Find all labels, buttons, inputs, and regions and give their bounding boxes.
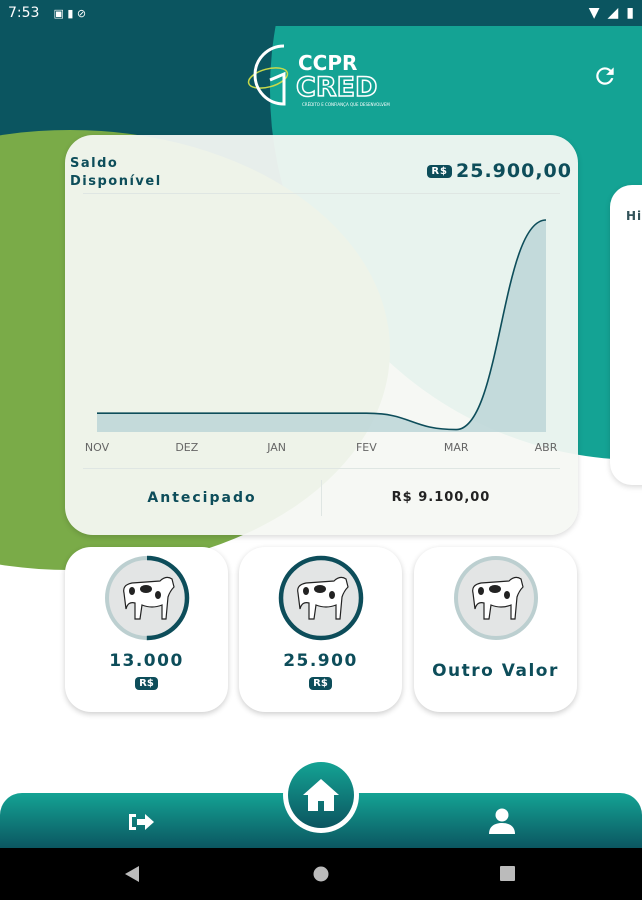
amount-option[interactable]: Outro Valor: [414, 547, 577, 712]
status-bar: 7:53 ▣ ▮ ⊘ ▼ ◢ ▮: [0, 0, 642, 26]
cow-progress-ring: [104, 555, 189, 641]
system-nav-bar: [0, 848, 642, 900]
cow-progress-ring: [453, 555, 538, 641]
currency-badge: R$: [309, 677, 332, 690]
cow-icon: [471, 576, 524, 620]
user-icon[interactable]: [488, 807, 516, 835]
amount-option[interactable]: 13.000 R$: [65, 547, 228, 712]
x-tick-label: ABR: [535, 441, 558, 454]
x-tick-label: JAN: [266, 441, 286, 454]
balance-chart: NOV DEZ JAN FEV MAR ABR: [85, 219, 558, 454]
home-icon: [303, 779, 339, 811]
ccpr-cred-logo: CCPR CRED CRÉDITO E CONFIANÇA QUE DESENV…: [247, 44, 390, 107]
cow-progress-ring: [278, 555, 363, 641]
balance-amount: R$ 25.900,00: [427, 160, 572, 182]
chart-area: [97, 220, 546, 432]
currency-badge: R$: [135, 677, 158, 690]
history-card[interactable]: Hi: [610, 185, 642, 485]
option-value: 25.900: [283, 651, 358, 671]
x-tick-label: FEV: [356, 441, 377, 454]
home-circle-icon[interactable]: [313, 866, 329, 882]
recents-icon[interactable]: [500, 866, 516, 882]
back-icon[interactable]: [124, 865, 140, 883]
logout-icon[interactable]: [127, 811, 155, 833]
balance-title: Saldo Disponível: [70, 156, 162, 189]
cow-icon: [296, 576, 349, 620]
wifi-icon: ▼: [588, 5, 600, 21]
amount-option[interactable]: 25.900 R$: [239, 547, 402, 712]
home-button[interactable]: [283, 757, 359, 833]
svg-text:CRED: CRED: [296, 72, 377, 103]
anticipated-value: R$ 9.100,00: [391, 490, 491, 505]
refresh-icon[interactable]: [592, 63, 618, 89]
svg-text:CCPR: CCPR: [298, 51, 357, 75]
chart-line: [97, 219, 547, 431]
other-value-label: Outro Valor: [432, 661, 559, 681]
x-tick-label: MAR: [444, 441, 469, 454]
x-tick-label: DEZ: [175, 441, 198, 454]
notification-icons: ▣ ▮ ⊘: [53, 6, 87, 20]
status-time: 7:53: [8, 5, 40, 21]
currency-badge: R$: [427, 164, 453, 178]
battery-icon: ▮: [626, 5, 634, 21]
cow-icon: [122, 576, 175, 620]
signal-icon: ◢: [607, 5, 619, 21]
anticipated-label: Antecipado: [83, 479, 322, 516]
x-tick-label: NOV: [85, 441, 110, 454]
option-value: 13.000: [109, 651, 184, 671]
svg-text:CRÉDITO E CONFIANÇA QUE DESENV: CRÉDITO E CONFIANÇA QUE DESENVOLVEM: [302, 102, 390, 107]
balance-card: Saldo Disponível R$ 25.900,00 NOV DEZ JAN FEV…: [65, 135, 578, 535]
